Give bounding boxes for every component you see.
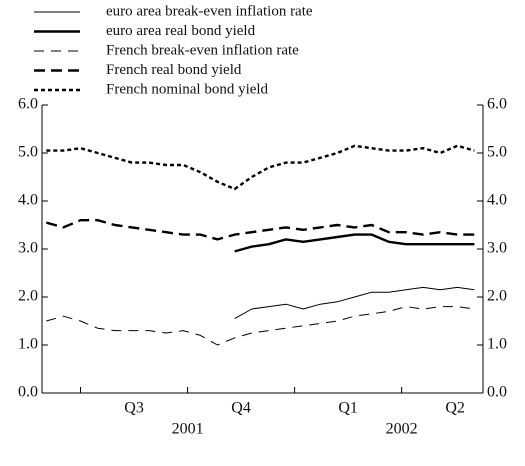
y-tick-label: 3.0	[18, 240, 38, 257]
year-label: 2001	[172, 421, 204, 438]
quarter-label: Q3	[124, 400, 144, 417]
quarter-label: Q1	[338, 400, 358, 417]
legend-label: euro area break-even inflation rate	[106, 3, 313, 19]
legend-label: French nominal bond yield	[106, 81, 269, 97]
y-tick-label: 1.0	[18, 336, 38, 353]
y2-tick-label: 0.0	[487, 384, 507, 401]
y-tick-label: 0.0	[18, 384, 38, 401]
series-line	[234, 233, 475, 253]
y-tick-label: 2.0	[18, 288, 38, 305]
y2-tick-label: 4.0	[487, 192, 507, 209]
quarter-label: Q4	[231, 400, 251, 417]
legend-label: French real bond yield	[106, 62, 242, 78]
series-line	[234, 286, 475, 320]
y2-tick-label: 6.0	[487, 96, 507, 113]
legend: euro area break-even inflation rate euro …	[34, 3, 313, 97]
y-tick-label: 6.0	[18, 96, 38, 113]
legend-label: euro area real bond yield	[106, 23, 256, 39]
legend-label: French break-even inflation rate	[106, 42, 299, 58]
series-line	[46, 306, 475, 346]
series-line	[46, 144, 475, 191]
y2-tick-label: 5.0	[487, 144, 507, 161]
y-tick-label: 5.0	[18, 144, 38, 161]
quarter-label: Q2	[445, 400, 465, 417]
y2-tick-label: 1.0	[487, 336, 507, 353]
y2-tick-label: 3.0	[487, 240, 507, 257]
y-tick-label: 4.0	[18, 192, 38, 209]
year-label: 2002	[386, 421, 418, 438]
y2-tick-label: 2.0	[487, 288, 507, 305]
series-line	[45, 219, 475, 241]
